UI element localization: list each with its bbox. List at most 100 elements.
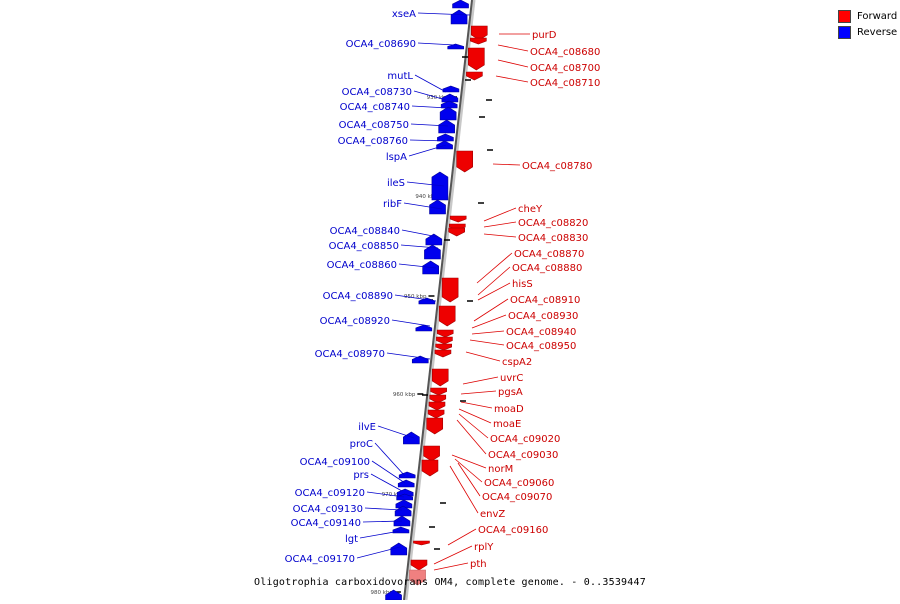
reverse-gene-label[interactable]: OCA4_c09100 — [300, 457, 370, 468]
forward-gene-label[interactable]: OCA4_c09060 — [484, 478, 554, 489]
reverse-gene-block — [452, 0, 469, 9]
forward-gene-label[interactable]: OCA4_c08910 — [510, 295, 580, 306]
forward-gene-label[interactable]: OCA4_c09030 — [488, 450, 558, 461]
forward-gene-label[interactable]: OCA4_c08710 — [530, 78, 600, 89]
forward-gene-label[interactable]: cheY — [518, 204, 543, 215]
forward-leader-line — [451, 454, 487, 469]
forward-gene-label[interactable]: OCA4_c08880 — [512, 263, 582, 274]
forward-gene-label[interactable]: OCA4_c08950 — [506, 341, 576, 352]
reverse-gene-label[interactable]: OCA4_c09130 — [293, 504, 363, 515]
reverse-gene-label[interactable]: OCA4_c09170 — [285, 554, 355, 565]
forward-gene-label[interactable]: purD — [532, 30, 557, 41]
forward-gene-label[interactable]: moaE — [493, 419, 521, 430]
forward-leader-line — [497, 44, 529, 52]
reverse-gene-label[interactable]: OCA4_c08740 — [340, 102, 410, 113]
reverse-leader-line — [406, 181, 445, 187]
forward-gene-label[interactable]: OCA4_c08700 — [530, 63, 600, 74]
reverse-gene-label[interactable]: OCA4_c08850 — [329, 241, 399, 252]
forward-leader-line — [483, 233, 517, 238]
reverse-gene-label[interactable]: lspA — [386, 152, 407, 163]
forward-gene-label[interactable]: cspA2 — [502, 357, 532, 368]
reverse-leader-line — [417, 42, 456, 46]
forward-gene-label[interactable]: uvrC — [500, 373, 523, 384]
forward-gene-label[interactable]: envZ — [480, 509, 505, 520]
scale-label: 960 kbp — [393, 392, 416, 398]
legend-reverse: Reverse — [838, 24, 897, 40]
reverse-gene-label[interactable]: OCA4_c09120 — [295, 488, 365, 499]
forward-gene-label[interactable]: OCA4_c08930 — [508, 311, 578, 322]
forward-gene-label[interactable]: OCA4_c08680 — [530, 47, 600, 58]
reverse-gene-label[interactable]: xseA — [392, 9, 416, 20]
forward-gene-label[interactable]: hisS — [512, 279, 533, 290]
forward-gene-label[interactable]: rplY — [474, 542, 494, 553]
forward-gene-label[interactable]: OCA4_c08870 — [514, 249, 584, 260]
reverse-leader-line — [386, 352, 431, 360]
reverse-gene-block — [425, 233, 443, 246]
reverse-leader-line — [374, 442, 406, 477]
reverse-leader-line — [364, 507, 403, 511]
legend-forward-label: Forward — [857, 10, 898, 22]
label-layer: xseA OCA4_c08690 mutL OCA4_c08730 OCA4_c0874… — [285, 9, 600, 571]
forward-leader-line — [471, 330, 505, 335]
forward-gene-block — [428, 401, 446, 411]
reverse-leader-line — [411, 105, 449, 109]
forward-gene-label[interactable]: OCA4_c09160 — [478, 525, 548, 536]
forward-gene-label[interactable]: OCA4_c08780 — [522, 161, 592, 172]
forward-gene-label[interactable]: norM — [488, 464, 513, 475]
reverse-leader-line — [359, 530, 401, 539]
forward-gene-label[interactable]: moaD — [494, 404, 524, 415]
reverse-gene-block — [390, 542, 408, 556]
forward-gene-label[interactable]: OCA4_c09020 — [490, 434, 560, 445]
reverse-gene-label[interactable]: OCA4_c08840 — [330, 226, 400, 237]
reverse-gene-label[interactable]: OCA4_c08730 — [342, 87, 412, 98]
reverse-gene-block — [431, 171, 449, 201]
forward-leader-line — [458, 413, 489, 439]
reverse-gene-block — [439, 106, 457, 121]
forward-leader-line — [477, 266, 511, 296]
reverse-gene-label[interactable]: OCA4_c08890 — [323, 291, 393, 302]
forward-gene-block — [449, 215, 467, 223]
forward-leader-line — [492, 163, 521, 166]
reverse-gene-label[interactable]: OCA4_c08690 — [346, 39, 416, 50]
reverse-gene-label[interactable]: ilvE — [358, 422, 376, 433]
forward-gene-label[interactable]: pth — [470, 559, 487, 570]
reverse-leader-line — [409, 139, 449, 142]
reverse-gene-label[interactable]: ileS — [387, 178, 405, 189]
forward-gene-label[interactable]: pgsA — [498, 387, 523, 398]
reverse-gene-label[interactable]: OCA4_c08970 — [315, 349, 385, 360]
forward-gene-label[interactable]: OCA4_c09070 — [482, 492, 552, 503]
forward-gene-block — [436, 336, 453, 345]
reverse-gene-block — [403, 431, 420, 445]
forward-leader-line — [483, 207, 517, 222]
reverse-gene-label[interactable]: ribF — [383, 199, 402, 210]
forward-gene-label[interactable]: OCA4_c08830 — [518, 233, 588, 244]
forward-gene-block — [441, 277, 459, 303]
forward-gene-block — [438, 305, 456, 327]
reverse-gene-label[interactable]: OCA4_c08860 — [327, 260, 397, 271]
reverse-gene-label[interactable]: lgt — [345, 534, 358, 545]
reverse-gene-label[interactable]: OCA4_c08750 — [339, 120, 409, 131]
reverse-gene-label[interactable]: mutL — [387, 71, 413, 82]
reverse-gene-label[interactable]: OCA4_c09140 — [291, 518, 361, 529]
reverse-gene-block — [436, 140, 453, 150]
forward-gene-label[interactable]: OCA4_c08940 — [506, 327, 576, 338]
forward-leader-line — [460, 390, 497, 395]
forward-gene-block — [426, 417, 444, 435]
reverse-gene-label[interactable]: OCA4_c08760 — [338, 136, 408, 147]
reverse-gene-label[interactable]: proC — [350, 439, 373, 450]
feature-layer — [385, 0, 488, 601]
reverse-gene-label[interactable]: prs — [353, 470, 369, 481]
reverse-gene-label[interactable]: OCA4_c08920 — [320, 316, 390, 327]
reverse-gene-block — [437, 133, 454, 142]
forward-gene-label[interactable]: OCA4_c08820 — [518, 218, 588, 229]
forward-gene-block — [409, 569, 426, 586]
reverse-leader-line — [370, 473, 403, 492]
forward-leader-line — [449, 465, 479, 514]
reverse-gene-block — [429, 199, 446, 215]
reverse-leader-line — [366, 491, 405, 498]
forward-leader-line — [447, 528, 477, 546]
forward-leader-line — [460, 401, 493, 409]
reverse-gene-block — [397, 479, 415, 488]
scale-label: 950 kbp — [404, 294, 427, 300]
forward-leader-line — [495, 75, 529, 83]
